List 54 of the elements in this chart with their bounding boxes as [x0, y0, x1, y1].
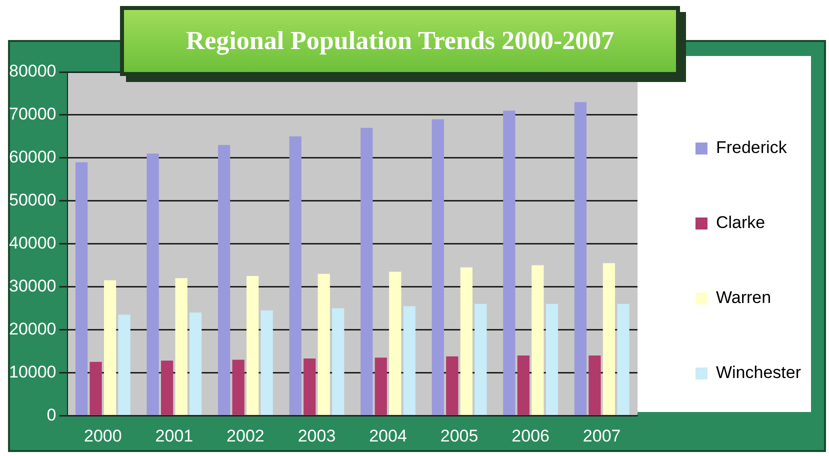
- chart-title: Regional Population Trends 2000-2007: [124, 10, 676, 72]
- legend-label: Frederick: [716, 138, 788, 158]
- bar: [218, 145, 230, 415]
- bar: [246, 276, 259, 415]
- bar: [403, 306, 416, 415]
- legend-label: Winchester: [716, 363, 802, 382]
- bar: [118, 314, 130, 415]
- y-tick-label: 0: [46, 405, 56, 424]
- bar: [146, 154, 159, 415]
- bar: [503, 110, 516, 415]
- legend-label: Clarke: [716, 213, 766, 232]
- bar: [374, 358, 387, 415]
- bar: [360, 128, 373, 415]
- y-tick-label: 10000: [8, 362, 56, 382]
- y-tick-label: 20000: [8, 319, 56, 338]
- bar: [532, 265, 544, 415]
- y-tick-label: 60000: [8, 148, 56, 167]
- x-tick-label: 2007: [582, 426, 621, 446]
- bar: [175, 278, 188, 415]
- x-tick-label: 2006: [512, 426, 550, 446]
- x-tick-label: 2004: [369, 426, 407, 446]
- bar: [332, 308, 344, 415]
- y-tick-label: 50000: [8, 190, 56, 210]
- x-tick-label: 2001: [155, 426, 194, 446]
- bar: [602, 263, 616, 415]
- bar: [232, 360, 244, 415]
- bar: [190, 312, 202, 415]
- x-tick-label: 2005: [440, 426, 478, 446]
- x-tick-label: 2000: [84, 426, 122, 446]
- bar: [574, 102, 587, 415]
- bar: [517, 355, 530, 415]
- bar: [546, 304, 558, 415]
- bar: [289, 136, 302, 415]
- bar: [446, 356, 458, 415]
- y-tick-label: 80000: [8, 62, 56, 81]
- bar: [304, 358, 316, 415]
- y-tick-label: 30000: [8, 276, 56, 296]
- x-tick-label: 2003: [298, 426, 336, 446]
- bar: [617, 304, 630, 415]
- bar: [432, 119, 444, 415]
- bar: [260, 310, 273, 415]
- bar: [161, 360, 174, 415]
- bar: [389, 272, 402, 415]
- bar: [318, 274, 330, 415]
- y-tick-label: 40000: [8, 233, 56, 252]
- bar: [104, 280, 116, 415]
- y-tick-label: 70000: [8, 104, 56, 124]
- bar: [90, 362, 102, 415]
- x-tick-label: 2002: [226, 426, 264, 446]
- bar: [474, 304, 487, 415]
- bar: [460, 267, 472, 415]
- bar: [588, 355, 601, 415]
- legend-label: Warren: [716, 288, 772, 308]
- bar: [75, 162, 88, 415]
